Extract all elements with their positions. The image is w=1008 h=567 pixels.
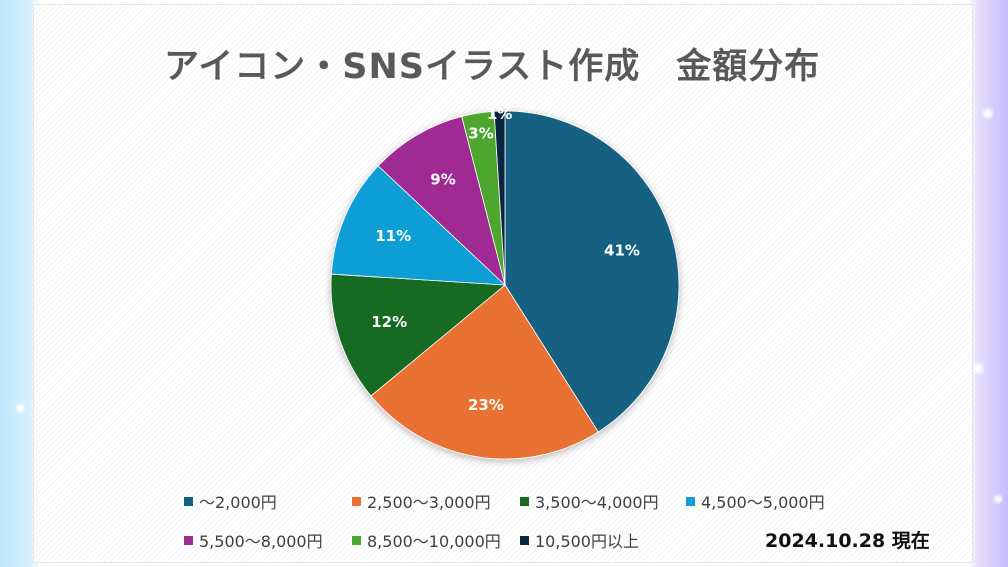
legend-swatch	[352, 535, 361, 545]
pie-slice	[370, 284, 599, 460]
chart-title: アイコン・SNSイラスト作成 金額分布	[164, 47, 821, 87]
legend-swatch	[184, 535, 193, 545]
legend-label: ～2,000円	[199, 493, 277, 512]
pie-slice	[504, 110, 680, 433]
legend-label: 10,500円以上	[535, 532, 639, 551]
legend-item: 4,500～5,000円	[686, 489, 846, 513]
pie-slice	[330, 273, 507, 397]
legend-swatch	[520, 496, 529, 506]
legend-label: 3,500～4,000円	[535, 493, 659, 512]
legend-item: 5,500～8,000円	[184, 528, 344, 552]
pie-data-label: 12%	[371, 313, 407, 331]
legend-row-1: ～2,000円 2,500～3,000円 3,500～4,000円 4,500～…	[184, 489, 854, 513]
pie-data-label: 3%	[468, 124, 493, 142]
legend-label: 4,500～5,000円	[701, 493, 825, 512]
pie-slice	[330, 165, 507, 286]
legend-label: 2,500～3,000円	[367, 493, 491, 512]
date-label: 2024.10.28 現在	[765, 530, 930, 552]
pie-data-label: 23%	[468, 396, 504, 414]
legend-swatch	[520, 535, 529, 545]
legend-label: 5,500～8,000円	[199, 532, 323, 551]
pie-data-label: 1%	[487, 105, 512, 123]
legend-swatch	[352, 496, 361, 506]
pie-data-label: 9%	[430, 171, 455, 189]
pie-slice	[493, 110, 506, 286]
pie-slice	[377, 115, 506, 287]
legend-item: 10,500円以上	[520, 528, 670, 552]
legend-swatch	[686, 496, 695, 506]
pie-data-label: 41%	[604, 242, 640, 260]
pie-data-label: 11%	[375, 227, 411, 245]
legend-label: 8,500～10,000円	[367, 532, 501, 551]
legend-item: ～2,000円	[184, 489, 344, 513]
legend-item: 3,500～4,000円	[520, 489, 678, 513]
legend-item: 2,500～3,000円	[352, 489, 512, 513]
legend-swatch	[184, 496, 193, 506]
legend-item: 8,500～10,000円	[352, 528, 512, 552]
legend-row-2: 5,500～8,000円 8,500～10,000円 10,500円以上	[184, 528, 678, 552]
